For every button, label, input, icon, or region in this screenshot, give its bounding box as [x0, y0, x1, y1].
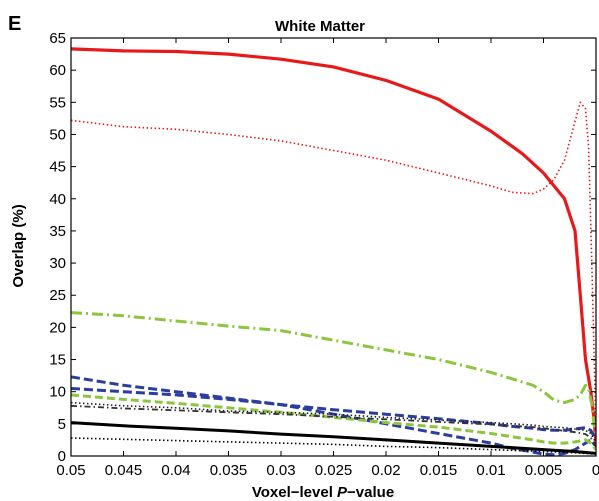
panel-label: E — [8, 13, 21, 35]
x-axis: 0.05 0.045 0.04 0.035 0.03 0.025 0.02 0.015 0.01… — [56, 38, 599, 479]
x-axis-title-prefix: Voxel−level — [252, 484, 337, 501]
series-line-3 — [71, 311, 596, 437]
y-tick-label: 15 — [49, 352, 66, 369]
y-tick-label: 45 — [49, 159, 66, 176]
x-axis-title-italic: P — [337, 484, 348, 501]
x-axis-title-suffix: −value — [347, 484, 394, 501]
x-axis-title: Voxel−level P−value — [252, 484, 394, 501]
y-tick-label: 20 — [49, 319, 66, 336]
y-tick-label: 25 — [49, 287, 66, 304]
y-tick-label: 0 — [58, 448, 66, 465]
series-line-10 — [71, 437, 596, 455]
series-line-9 — [71, 421, 596, 455]
y-tick-label: 55 — [49, 94, 66, 111]
chart-title: White Matter — [275, 18, 365, 35]
y-tick-label: 30 — [49, 255, 66, 272]
series-layer — [71, 47, 596, 456]
y-tick-label: 35 — [49, 223, 66, 240]
series-line-7 — [71, 401, 596, 444]
x-tick-label: 0.015 — [420, 462, 458, 479]
y-tick-label: 10 — [49, 384, 66, 401]
x-tick-label: 0.045 — [105, 462, 143, 479]
series-line-1 — [71, 47, 596, 444]
y-tick-label: 5 — [58, 416, 66, 433]
x-tick-label: 0.025 — [315, 462, 353, 479]
y-tick-label: 60 — [49, 62, 66, 79]
y-tick-label: 40 — [49, 191, 66, 208]
y-axis-title: Overlap (%) — [10, 204, 27, 287]
series-line-5 — [71, 387, 596, 441]
y-tick-label: 65 — [49, 30, 66, 47]
x-tick-label: 0.005 — [525, 462, 563, 479]
series-line-8 — [71, 404, 596, 447]
series-line-6 — [71, 393, 596, 451]
series-line-4 — [71, 375, 596, 456]
series-line-2 — [71, 101, 596, 437]
y-axis: 0 5 10 15 20 25 30 35 40 45 50 55 60 65 — [49, 30, 596, 465]
x-tick-label: 0 — [592, 462, 599, 479]
x-tick-label: 0.02 — [371, 462, 400, 479]
x-tick-label: 0.035 — [210, 462, 248, 479]
x-tick-label: 0.03 — [266, 462, 295, 479]
x-tick-label: 0.05 — [56, 462, 85, 479]
y-tick-label: 50 — [49, 126, 66, 143]
x-tick-label: 0.04 — [161, 462, 190, 479]
x-tick-label: 0.01 — [476, 462, 505, 479]
